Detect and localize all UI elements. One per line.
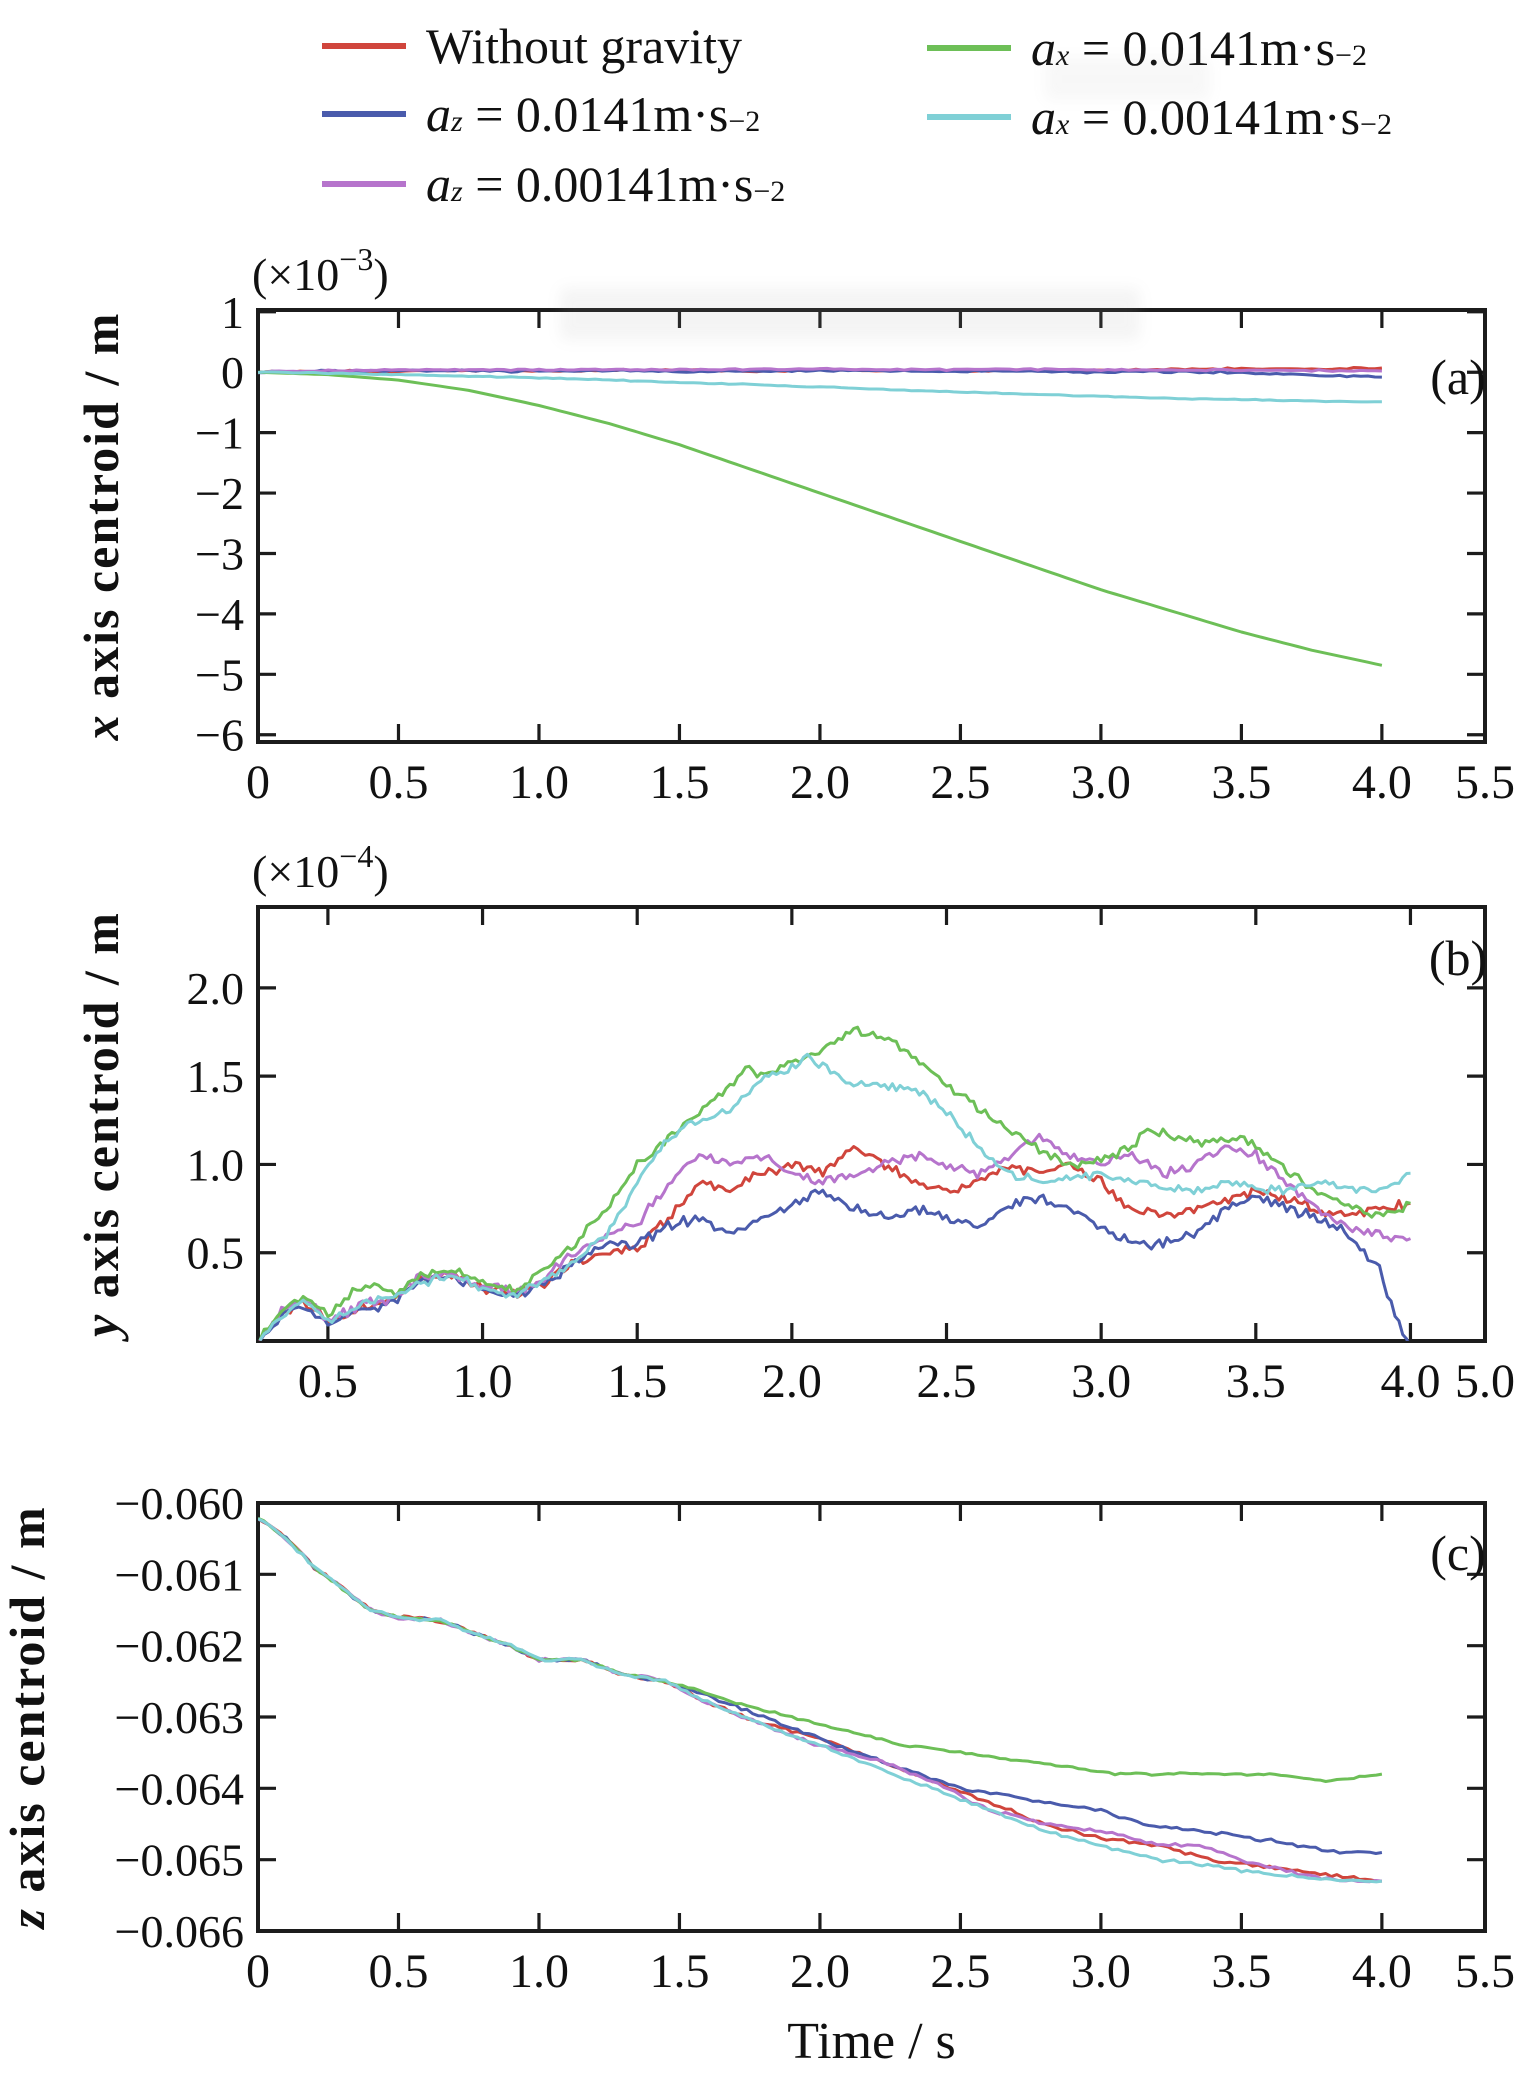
panel-a-axes-box xyxy=(256,308,1487,744)
panel-b-y-multiplier: (×10−4) xyxy=(252,838,389,897)
panel-c-axes-box xyxy=(256,1501,1487,1933)
panel-c-xtick-label: 4.0 xyxy=(1352,1945,1412,1998)
panel-c-ytick-label: −0.066 xyxy=(115,1906,244,1957)
legend-label-ax-0.0141: ax = 0.0141m·s−2 xyxy=(1031,20,1367,76)
panel-a-ytick-label: 1 xyxy=(221,287,244,338)
panel-b-ytick-label: 1.5 xyxy=(187,1051,245,1102)
panel-c-ytick-label: −0.061 xyxy=(115,1549,244,1600)
legend-label-without-gravity: Without gravity xyxy=(426,18,742,74)
panel-b-xtick-edge-label: 5.0 xyxy=(1455,1355,1515,1408)
panel-b-xtick-label: 3.0 xyxy=(1071,1355,1131,1408)
x-axis-title: Time / s xyxy=(787,2013,956,2070)
panel-a-ytick-label: −2 xyxy=(195,468,244,519)
panel-b-ytick-label: 0.5 xyxy=(187,1228,245,1279)
legend-item-ax-0.00141: ax = 0.00141m·s−2 xyxy=(927,85,1392,149)
panel-c-ytick-label: −0.062 xyxy=(115,1621,244,1672)
panel-a-series-ax-0.0141-curve xyxy=(258,370,1383,667)
panel-c-xtick-label: 2.0 xyxy=(790,1945,850,1998)
panel-b-series-ax-0.0141-curve xyxy=(258,1025,1411,1341)
panel-b-xtick-label: 1.0 xyxy=(453,1355,513,1408)
panel-c-xtick-label: 1.0 xyxy=(509,1945,569,1998)
panel-a-ytick-label: −5 xyxy=(195,649,244,700)
panel-c-xtick-label: 0.5 xyxy=(368,1945,428,1998)
panel-c-xtick-label: 3.0 xyxy=(1071,1945,1131,1998)
panel-c-ytick-label: −0.060 xyxy=(115,1478,244,1529)
panel-a-xtick-label: 2.0 xyxy=(790,756,850,809)
panel-a-xtick-label: 4.0 xyxy=(1352,756,1412,809)
legend-swatch-without-gravity xyxy=(322,43,406,49)
legend-label-ax-0.00141: ax = 0.00141m·s−2 xyxy=(1031,89,1392,145)
panel-b-series-ax-0.00141-curve xyxy=(258,1052,1411,1341)
panel-a-ylabel: x axis centroid / m xyxy=(73,312,129,742)
panel-c-series-az-0.00141-curve xyxy=(258,1517,1383,1884)
panel-b-series-without-gravity-curve xyxy=(258,1145,1411,1341)
panel-a-xtick-label: 3.0 xyxy=(1071,756,1131,809)
panel-b-xtick-label: 4.0 xyxy=(1380,1355,1440,1408)
panel-c-series-ax-0.00141-curve xyxy=(258,1517,1383,1884)
panel-a-xtick-label: 0.5 xyxy=(368,756,428,809)
panel-c-letter: (c) xyxy=(1430,1525,1486,1581)
panel-a-ytick-label: −6 xyxy=(195,710,244,761)
panel-c-xtick-label: 0 xyxy=(246,1945,270,1998)
legend-swatch-ax-0.0141 xyxy=(927,45,1011,51)
panel-b-ytick-label: 2.0 xyxy=(187,963,245,1014)
legend-label-az-0.00141: az = 0.00141m·s−2 xyxy=(426,156,786,212)
panel-a-xtick-label: 1.5 xyxy=(649,756,709,809)
legend-swatch-az-0.0141 xyxy=(322,111,406,117)
panel-b-xtick-label: 2.5 xyxy=(917,1355,977,1408)
panel-c-ytick-label: −0.064 xyxy=(115,1763,244,1814)
legend-item-ax-0.0141: ax = 0.0141m·s−2 xyxy=(927,16,1367,80)
panel-c-ylabel: z axis centroid / m xyxy=(0,1505,55,1930)
legend-item-without-gravity: Without gravity xyxy=(322,14,742,78)
panel-c-xtick-label: 2.5 xyxy=(930,1945,990,1998)
panel-c-series-ax-0.0141-curve xyxy=(258,1516,1383,1783)
legend-label-az-0.0141: az = 0.0141m·s−2 xyxy=(426,86,761,142)
panel-a-letter: (a) xyxy=(1430,349,1486,405)
panel-c-series-without-gravity-curve xyxy=(258,1517,1382,1883)
panel-a-series-az-0.00141-curve xyxy=(258,366,1382,375)
legend-swatch-az-0.00141 xyxy=(322,181,406,187)
panel-a-ytick-label: −3 xyxy=(195,528,244,579)
panel-c-series-az-0.0141-curve xyxy=(258,1517,1383,1855)
panel-a-xtick-edge-label: 5.5 xyxy=(1455,756,1515,809)
panel-a-xtick-label: 3.5 xyxy=(1211,756,1271,809)
legend-item-az-0.00141: az = 0.00141m·s−2 xyxy=(322,152,785,216)
panel-c-xtick-label: 3.5 xyxy=(1211,1945,1271,1998)
panel-a-xtick-label: 2.5 xyxy=(930,756,990,809)
panel-b-xtick-label: 1.5 xyxy=(607,1355,667,1408)
panel-b-xtick-label: 3.5 xyxy=(1226,1355,1286,1408)
panel-b-xtick-label: 0.5 xyxy=(298,1355,358,1408)
panel-a-y-multiplier: (×10−3) xyxy=(252,241,389,300)
panel-a-xtick-label: 0 xyxy=(246,756,270,809)
panel-b-ytick-label: 1.0 xyxy=(187,1139,245,1190)
panel-c-ytick-label: −0.063 xyxy=(115,1692,244,1743)
legend-swatch-ax-0.00141 xyxy=(927,114,1011,120)
panel-b-letter: (b) xyxy=(1429,930,1487,986)
panel-a-xtick-label: 1.0 xyxy=(509,756,569,809)
panel-c-xtick-edge-label: 5.5 xyxy=(1455,1945,1515,1998)
panel-a-series-ax-0.00141-curve xyxy=(258,370,1382,404)
panel-a-ytick-label: −1 xyxy=(195,408,244,459)
panel-a-ytick-label: −4 xyxy=(195,589,244,640)
panel-c-ytick-label: −0.065 xyxy=(115,1835,244,1886)
panel-b-ylabel: y axis centroid / m xyxy=(73,911,129,1342)
panel-a-ytick-label: 0 xyxy=(221,347,244,398)
panel-b-xtick-label: 2.0 xyxy=(762,1355,822,1408)
panel-c-xtick-label: 1.5 xyxy=(649,1945,709,1998)
legend-item-az-0.0141: az = 0.0141m·s−2 xyxy=(322,82,760,146)
panel-b-axes-box xyxy=(256,905,1487,1343)
